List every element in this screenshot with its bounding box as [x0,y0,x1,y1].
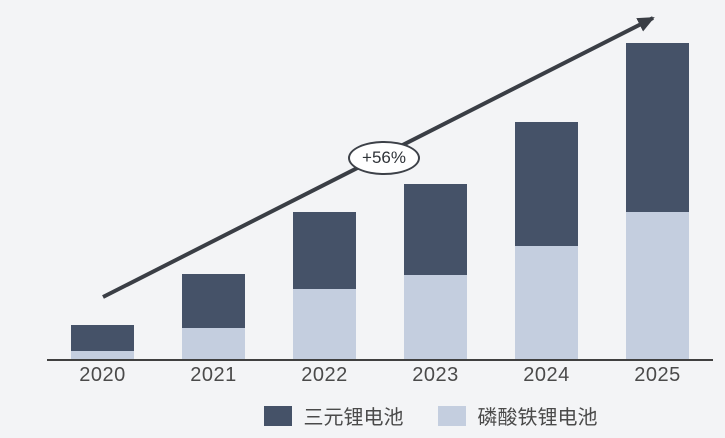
legend-label-ternary-lithium-battery: 三元锂电池 [303,407,404,429]
x-axis-tick-label-2021: 2021 [190,364,237,386]
x-axis-tick-label-2024: 2024 [523,364,570,386]
bar-segment-lfp-battery-2024 [515,246,578,359]
legend-swatch-lfp-battery [437,405,466,426]
bar-segment-ternary-lithium-battery-2022 [293,212,356,289]
bar-segment-ternary-lithium-battery-2024 [515,122,578,246]
bar-segment-lfp-battery-2020 [71,351,134,359]
bar-segment-ternary-lithium-battery-2020 [71,325,134,351]
x-axis-tick-label-2025: 2025 [634,364,681,386]
x-axis-tick-label-2022: 2022 [301,364,348,386]
bar-segment-ternary-lithium-battery-2023 [404,184,467,275]
legend-label-lfp-battery: 磷酸铁锂电池 [477,407,598,429]
x-axis-tick-label-2023: 2023 [412,364,459,386]
bar-segment-ternary-lithium-battery-2025 [626,43,689,212]
bar-segment-ternary-lithium-battery-2021 [182,274,245,328]
bar-segment-lfp-battery-2021 [182,328,245,359]
x-axis-tick-label-2020: 2020 [79,364,126,386]
growth-badge-label: +56% [362,148,406,167]
bar-segment-lfp-battery-2023 [404,275,467,359]
legend-item-ternary-lithium-battery: 三元锂电池 [263,401,404,430]
growth-badge: +56% [348,141,420,175]
bar-segment-lfp-battery-2025 [626,212,689,359]
legend-item-lfp-battery: 磷酸铁锂电池 [437,401,598,430]
legend-swatch-ternary-lithium-battery [263,405,292,426]
bar-segment-lfp-battery-2022 [293,289,356,359]
x-axis-line [47,359,713,361]
legend: 三元锂电池 磷酸铁锂电池 [68,401,725,430]
